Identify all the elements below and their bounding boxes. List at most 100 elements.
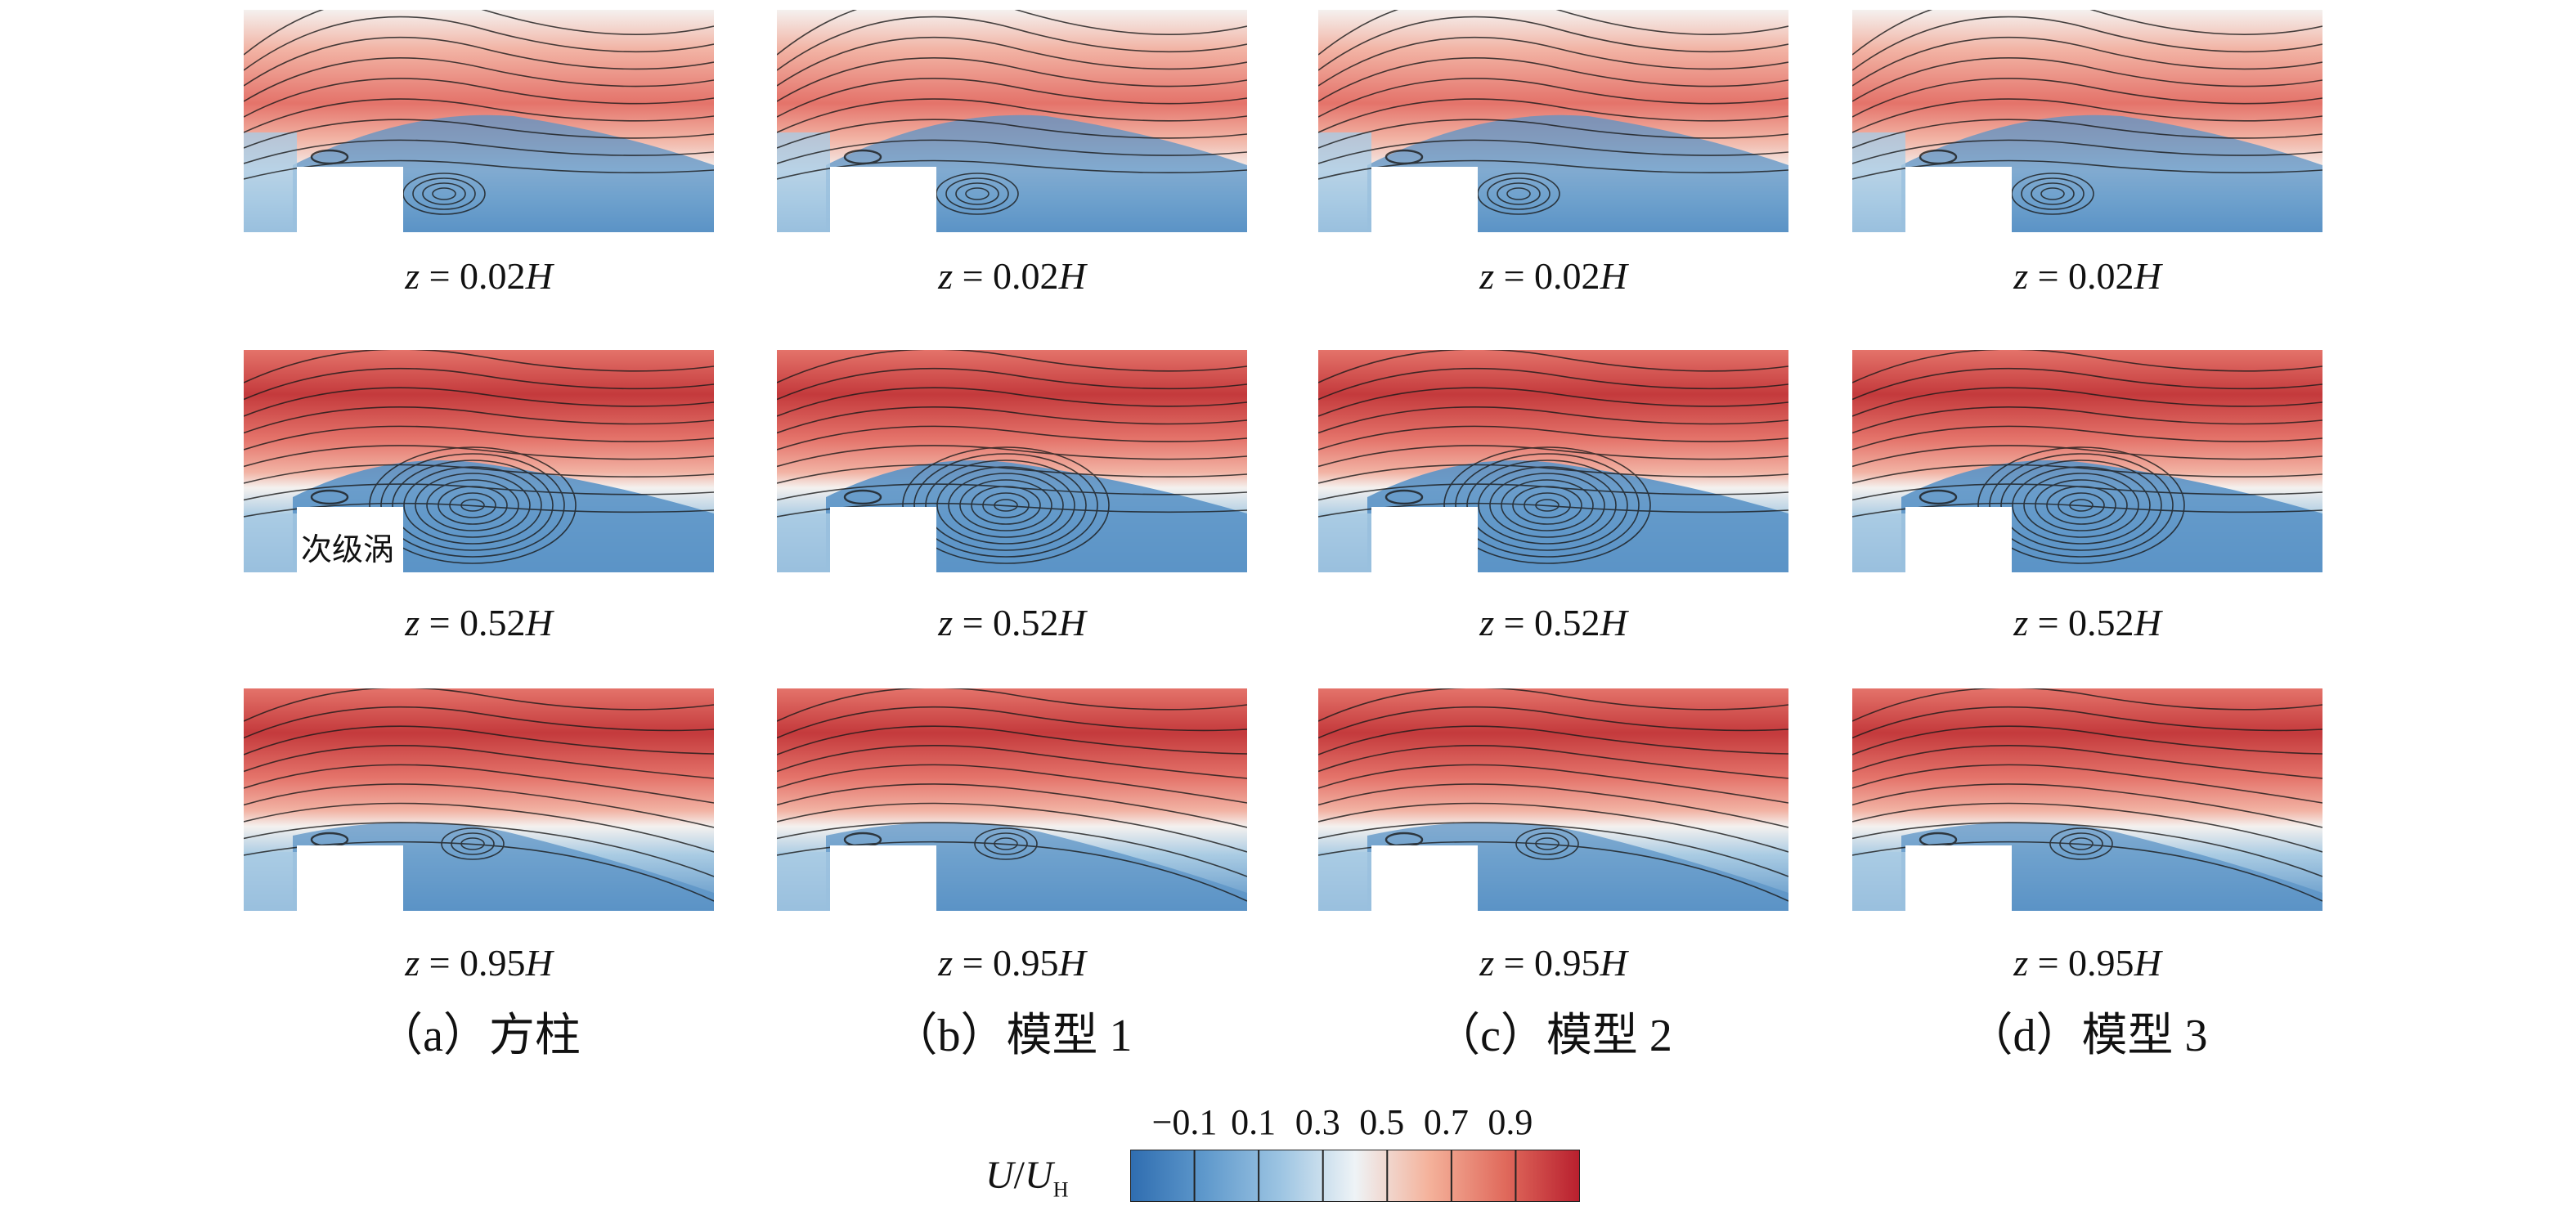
vortex-ring (2049, 827, 2113, 860)
streamline (1318, 10, 1788, 56)
streamline (1852, 10, 2322, 56)
streamline (1318, 822, 1788, 877)
streamline (777, 119, 1247, 149)
streamline (777, 688, 1247, 722)
streamlines (1318, 10, 1788, 215)
flow-panel (1852, 688, 2322, 911)
streamline (1318, 387, 1788, 417)
streamline (1852, 98, 2322, 133)
upstream-region (1318, 852, 1371, 911)
streamline (777, 350, 1247, 383)
height-label: z = 0.02H (250, 252, 708, 301)
streamline (777, 464, 1247, 484)
streamline (777, 57, 1247, 102)
streamline (1318, 78, 1788, 118)
streamline (244, 425, 714, 451)
streamline (777, 10, 1247, 56)
vortex-ring (955, 182, 999, 205)
vortex-ring (936, 466, 1075, 545)
corner-vortex (843, 489, 882, 505)
building-section (297, 845, 403, 911)
vortex-ring (451, 832, 495, 855)
height-label-value: = 0.95 (1494, 942, 1600, 984)
upstream-region (1852, 132, 1905, 232)
flow-field-c-1 (1318, 10, 1788, 232)
streamline (244, 119, 714, 149)
vortex-ring (460, 499, 485, 512)
secondary-vortex-annotation: 次级涡 (301, 531, 395, 567)
streamline (1318, 36, 1788, 87)
streamline (777, 16, 1247, 71)
vortex-ring (2035, 479, 2128, 531)
streamline (1318, 688, 1788, 722)
building-section (1371, 507, 1478, 572)
height-label-unit: H (525, 942, 553, 984)
corner-vortex (1384, 149, 1424, 165)
streamline (777, 406, 1247, 434)
vortex-ring (1515, 827, 1579, 860)
height-label-var: z (938, 255, 954, 297)
streamline (244, 764, 714, 804)
vortex-ring (2021, 177, 2085, 210)
height-label-unit: H (1600, 255, 1627, 297)
vortex-ring (2012, 466, 2151, 545)
streamlines (777, 350, 1247, 564)
streamline (244, 406, 714, 434)
corner-vortex (310, 149, 349, 165)
streamline (777, 159, 1247, 180)
streamline (1852, 764, 2322, 804)
building-section (1905, 507, 2012, 572)
streamline (777, 36, 1247, 87)
streamline (777, 445, 1247, 468)
building-section (297, 167, 403, 232)
height-label-var: z (405, 942, 420, 984)
streamline (244, 57, 714, 102)
vortex-ring (2046, 486, 2116, 525)
streamline (1852, 688, 2322, 722)
height-label: z = 0.52H (250, 599, 708, 648)
height-label: z = 0.95H (250, 939, 708, 988)
colorbar-tick-label: 0.7 (1423, 1102, 1469, 1142)
height-label-value: = 0.52 (2028, 602, 2134, 643)
upstream-region (777, 132, 830, 232)
streamlines (777, 10, 1247, 215)
height-label-var: z (2013, 602, 2029, 643)
streamline (777, 367, 1247, 401)
vortex-ring (426, 479, 519, 531)
height-label-value: = 0.95 (953, 942, 1059, 984)
vortex-ring (1524, 492, 1571, 518)
building-section (1905, 845, 2012, 911)
vortex-ring (959, 479, 1052, 531)
height-label-var: z (405, 255, 420, 297)
flow-panel (244, 10, 714, 232)
streamline (1318, 98, 1788, 133)
building-section (830, 507, 936, 572)
streamline (777, 764, 1247, 804)
streamline (244, 745, 714, 779)
height-label-unit: H (2134, 942, 2161, 984)
vortex-ring (403, 466, 542, 545)
height-label-unit: H (525, 255, 553, 297)
vortex-ring (1535, 499, 1560, 512)
height-label-var: z (1479, 942, 1495, 984)
streamlines (244, 688, 714, 902)
streamline (244, 802, 714, 853)
flow-panel (777, 688, 1247, 911)
streamline (1852, 16, 2322, 71)
streamline (244, 445, 714, 468)
vortex-ring (994, 499, 1018, 512)
streamline (1318, 764, 1788, 804)
building-section (830, 167, 936, 232)
vortex-ring (994, 837, 1018, 850)
colorbar-scale (1130, 1150, 1580, 1202)
streamline (777, 725, 1247, 755)
streamline (1852, 387, 2322, 417)
streamline (244, 139, 714, 164)
vortex-ring (1489, 473, 1605, 538)
streamline (777, 783, 1247, 828)
streamline (1318, 350, 1788, 383)
vortex-ring (1455, 453, 1640, 558)
building-section (1905, 167, 2012, 232)
height-label: z = 0.52H (783, 599, 1241, 648)
flow-panel (1852, 350, 2322, 572)
